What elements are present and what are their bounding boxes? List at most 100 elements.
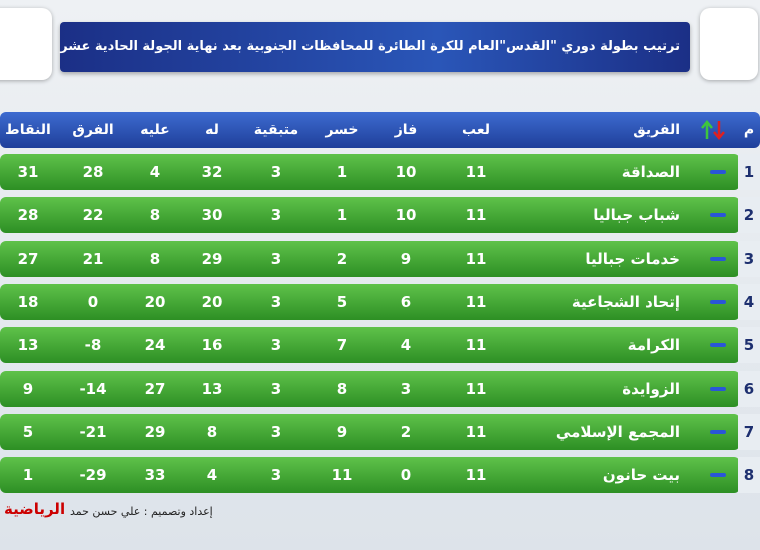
cell: 3 [270,206,282,225]
cell: 11 [465,163,487,181]
cell: 28 [82,163,104,181]
cell: 27 [17,249,39,268]
cell: 18 [17,292,39,311]
logo-left [0,8,52,80]
cell: 7 [743,422,755,441]
column-header: عليه [140,122,170,138]
cell: 8 [743,466,755,485]
cell: 3 [270,422,282,441]
cell: 9 [22,379,34,398]
cell: 4 [149,163,161,181]
cell: 1 [22,466,34,485]
cell: 5 [22,422,34,441]
column-header: النقاط [5,122,51,138]
team-name: إتحاد الشجاعية [571,292,680,311]
cell: 1 [336,163,348,181]
trend-icon [710,299,726,304]
cell: 13 [17,336,39,355]
cell: 8 [206,422,218,441]
cell: 3 [270,379,282,398]
column-header: م [743,122,755,138]
rank-bg [738,197,760,234]
rank-bg [738,370,760,407]
row-bg [0,283,740,320]
credit: إعداد وتصميم : علي حسن حمد [70,505,213,518]
team-name: خدمات جباليا [585,249,680,268]
cell: 29 [201,249,223,268]
cell: 4 [400,336,412,355]
column-header: له [205,122,219,138]
column-header: الفرق [72,122,114,138]
cell: 31 [17,163,39,181]
cell: 8 [149,206,161,225]
cell: 6 [400,292,412,311]
column-header: فاز [394,122,418,138]
cell: 11 [465,379,487,398]
trend-arrows [701,120,725,140]
cell: 20 [144,292,166,311]
header-row [0,112,760,148]
row-bg [0,370,740,407]
rank-bg [738,154,760,190]
title: ترتيب بطولة دوري "القدس"العام للكرة الطا… [60,39,680,54]
cell: 2 [336,249,348,268]
logo-right [700,8,758,80]
cell: 5 [336,292,348,311]
rank-bg [738,240,760,277]
cell: 11 [465,292,487,311]
cell: 2 [400,422,412,441]
trend-icon [710,170,726,174]
cell: 1 [336,206,348,225]
cell: 5 [743,336,755,355]
column-header: خسر [325,122,359,138]
cell: 8 [149,249,161,268]
team-name: شباب جباليا [593,206,680,225]
cell: 0 [400,466,412,485]
cell: 4 [206,466,218,485]
trend-icon [710,213,726,218]
cell: 16 [201,336,223,355]
team-name: بيت حانون [602,466,680,485]
team-name: الكرامة [627,336,680,355]
cell: 20 [201,292,223,311]
cell: 30 [201,206,223,225]
cell: 6 [743,379,755,398]
cell: 1 [743,163,755,181]
cell: 3 [270,466,282,485]
row-bg [0,327,740,364]
cell: 32 [201,163,223,181]
cell: 9 [336,422,348,441]
rank-bg [738,457,760,494]
cell: 22 [82,206,104,225]
column-header: الفريق [633,122,680,138]
rank-bg [738,413,760,450]
trend-icon [710,386,726,391]
cell: 27 [144,379,166,398]
cell: 3 [270,336,282,355]
trend-icon [710,256,726,261]
team-name: الزوايدة [622,379,680,398]
cell: 11 [465,206,487,225]
column-header: لعب [462,122,490,138]
row-bg [0,457,740,494]
cell: 7 [336,336,348,355]
cell: 8 [336,379,348,398]
rank-bg [738,283,760,320]
cell: 13 [201,379,223,398]
title-banner [60,22,690,72]
cell: 11 [331,466,353,485]
row-bg [0,154,740,190]
cell: 3 [400,379,412,398]
cell: 3 [270,163,282,181]
cell: 33 [144,466,166,485]
cell: 10 [395,206,417,225]
row-bg [0,197,740,234]
cell: 11 [465,466,487,485]
trend-icon [710,343,726,348]
column-header: متبقية [253,122,299,138]
row-bg [0,413,740,450]
cell: 28 [17,206,39,225]
cell: -8 [84,336,102,355]
cell: 9 [400,249,412,268]
